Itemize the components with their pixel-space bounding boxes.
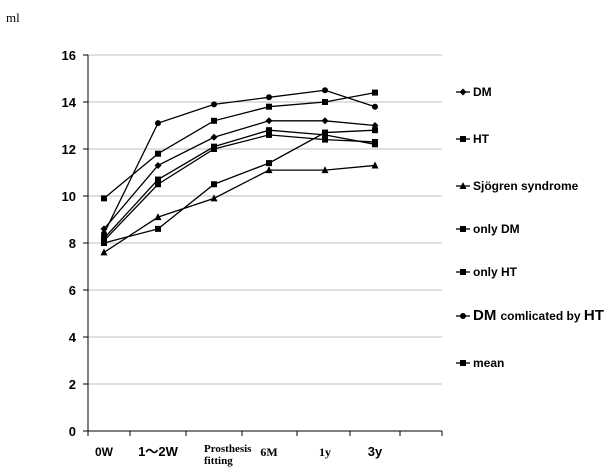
- series-line-mean: [103, 134, 376, 242]
- y-tick-label: 8: [69, 236, 76, 251]
- x-tick-label: 6M: [260, 445, 277, 459]
- data-point-mean: [155, 181, 161, 188]
- data-point-only-ht: [211, 181, 217, 188]
- legend-marker: [460, 313, 466, 319]
- series-line-dm: [103, 120, 376, 230]
- y-tick-label: 14: [62, 95, 77, 110]
- data-point-mean: [266, 131, 272, 138]
- data-point-only-dm: [322, 99, 328, 105]
- x-tick-label: 1y: [319, 445, 331, 459]
- series-line-ht: [103, 129, 376, 239]
- legend-label: DM comlicated by HT: [473, 307, 604, 324]
- legend-marker: [459, 182, 467, 189]
- legend-entry: Sjögren syndrome: [456, 179, 579, 193]
- y-tick-label: 2: [69, 377, 76, 392]
- data-point-dm-comlicated-by-ht: [372, 103, 378, 110]
- series-lines: [100, 87, 379, 256]
- y-tick-labels: 0 2 4 6 8 10 12 14 16: [62, 48, 77, 439]
- data-point-ht: [266, 127, 272, 134]
- data-point-dm-comlicated-by-ht: [155, 120, 161, 127]
- data-point-only-dm: [101, 195, 107, 202]
- data-point-dm: [154, 161, 162, 169]
- data-point-only-dm: [372, 89, 378, 96]
- series-only-ht: [101, 127, 378, 246]
- legend-entry: mean: [456, 356, 504, 370]
- x-tick-label: 0W: [95, 445, 114, 459]
- legend-label: DM: [473, 85, 492, 99]
- legend-marker: [460, 360, 466, 366]
- legend-marker: [460, 226, 466, 232]
- x-tick-label: 3y: [368, 444, 383, 459]
- data-point-dm-comlicated-by-ht: [266, 94, 272, 101]
- x-tick-label: Prosthesis: [204, 443, 252, 455]
- series-only-dm: [101, 89, 378, 202]
- data-point-sj-gren-syndrome: [321, 166, 329, 174]
- data-point-ht: [155, 176, 161, 183]
- data-point-dm: [265, 117, 273, 125]
- series-line-dm-comlicated-by-ht: [103, 89, 376, 234]
- data-point-only-dm: [211, 117, 217, 124]
- x-tick-label: 1～2W: [138, 444, 178, 459]
- data-point-only-ht: [155, 225, 161, 232]
- y-tick-label: 12: [62, 142, 76, 157]
- series-dm-comlicated-by-ht: [101, 87, 378, 237]
- y-tick-label: 0: [69, 424, 76, 439]
- legend-entry: DM comlicated by HT: [456, 307, 604, 324]
- series-line-sj-gren-syndrome: [103, 164, 376, 253]
- legend-entry: DM: [456, 85, 492, 99]
- data-point-sj-gren-syndrome: [265, 166, 273, 174]
- legend-label: only HT: [473, 265, 518, 279]
- data-point-sj-gren-syndrome: [100, 248, 108, 256]
- legend-marker: [460, 136, 466, 142]
- data-point-only-ht: [266, 160, 272, 167]
- data-point-dm-comlicated-by-ht: [101, 230, 107, 237]
- y-tick-label: 10: [62, 189, 76, 204]
- data-point-dm: [321, 117, 329, 125]
- series-mean: [101, 131, 378, 244]
- data-point-mean: [211, 146, 217, 152]
- y-axis-unit-label: ml: [6, 10, 20, 25]
- legend-label: HT: [473, 132, 490, 146]
- gridlines: [88, 54, 442, 385]
- legend-entry: HT: [456, 132, 490, 146]
- data-point-only-dm: [266, 103, 272, 110]
- data-point-mean: [372, 138, 378, 145]
- series-line-only-dm: [103, 91, 376, 199]
- data-point-mean: [322, 136, 328, 143]
- data-point-sj-gren-syndrome: [371, 161, 379, 169]
- y-tick-label: 6: [69, 283, 76, 298]
- legend: DM HT Sjögren syndrome only DM only HT DM com…: [456, 85, 604, 370]
- data-point-only-ht: [372, 127, 378, 134]
- data-point-dm-comlicated-by-ht: [322, 87, 328, 94]
- data-point-only-dm: [155, 150, 161, 157]
- axes: [83, 54, 443, 436]
- x-tick-label: fitting: [204, 455, 233, 467]
- data-point-only-ht: [322, 129, 328, 136]
- data-point-mean: [101, 237, 107, 244]
- legend-label: Sjögren syndrome: [473, 179, 579, 193]
- series-line-only-ht: [103, 129, 376, 244]
- data-point-sj-gren-syndrome: [210, 194, 218, 202]
- legend-marker: [459, 88, 467, 96]
- legend-entry: only HT: [456, 265, 518, 279]
- legend-label: mean: [473, 356, 504, 370]
- y-tick-label: 4: [69, 330, 77, 345]
- legend-entry: only DM: [456, 222, 520, 236]
- series-sj-gren-syndrome: [100, 161, 379, 256]
- legend-marker: [460, 269, 466, 275]
- y-tick-label: 16: [62, 48, 76, 63]
- data-point-dm: [210, 133, 218, 141]
- data-point-dm-comlicated-by-ht: [211, 101, 217, 108]
- data-point-sj-gren-syndrome: [154, 213, 162, 221]
- legend-label: only DM: [473, 222, 520, 236]
